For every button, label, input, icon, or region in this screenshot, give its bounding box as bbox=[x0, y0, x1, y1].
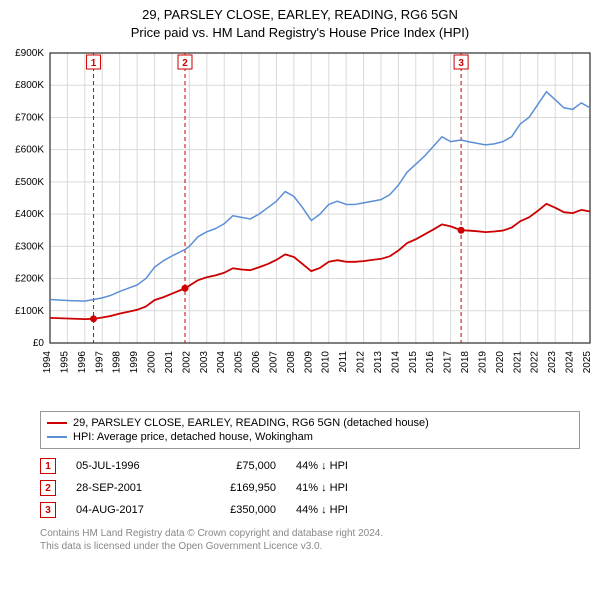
footer-attribution: Contains HM Land Registry data © Crown c… bbox=[40, 527, 580, 553]
legend-item: HPI: Average price, detached house, Woki… bbox=[47, 430, 573, 444]
svg-text:£500K: £500K bbox=[15, 177, 44, 188]
svg-text:2023: 2023 bbox=[547, 351, 558, 374]
chart-container: 29, PARSLEY CLOSE, EARLEY, READING, RG6 … bbox=[0, 0, 600, 553]
svg-text:2006: 2006 bbox=[251, 351, 262, 374]
svg-text:£800K: £800K bbox=[15, 80, 44, 91]
svg-text:2012: 2012 bbox=[356, 351, 367, 374]
legend: 29, PARSLEY CLOSE, EARLEY, READING, RG6 … bbox=[40, 411, 580, 449]
svg-text:£0: £0 bbox=[33, 338, 45, 349]
event-price: £350,000 bbox=[196, 504, 276, 516]
event-row: 2 28-SEP-2001 £169,950 41% ↓ HPI bbox=[40, 477, 580, 499]
svg-text:£100K: £100K bbox=[15, 306, 44, 317]
events-table: 1 05-JUL-1996 £75,000 44% ↓ HPI 2 28-SEP… bbox=[40, 455, 580, 521]
svg-text:1: 1 bbox=[91, 58, 97, 69]
event-price: £169,950 bbox=[196, 482, 276, 494]
svg-text:3: 3 bbox=[458, 58, 464, 69]
svg-text:£300K: £300K bbox=[15, 241, 44, 252]
event-date: 04-AUG-2017 bbox=[76, 504, 176, 516]
event-price: £75,000 bbox=[196, 460, 276, 472]
event-row: 1 05-JUL-1996 £75,000 44% ↓ HPI bbox=[40, 455, 580, 477]
svg-text:2019: 2019 bbox=[477, 351, 488, 374]
svg-text:1999: 1999 bbox=[129, 351, 140, 374]
svg-text:£400K: £400K bbox=[15, 209, 44, 220]
svg-text:2004: 2004 bbox=[216, 351, 227, 374]
svg-text:1998: 1998 bbox=[112, 351, 123, 374]
svg-text:£700K: £700K bbox=[15, 113, 44, 124]
event-marker-badge: 1 bbox=[40, 458, 56, 474]
legend-swatch bbox=[47, 422, 67, 424]
legend-label: HPI: Average price, detached house, Woki… bbox=[73, 431, 313, 443]
svg-text:2014: 2014 bbox=[390, 351, 401, 374]
svg-text:2: 2 bbox=[182, 58, 188, 69]
svg-text:2002: 2002 bbox=[181, 351, 192, 374]
svg-text:£200K: £200K bbox=[15, 274, 44, 285]
svg-text:2010: 2010 bbox=[321, 351, 332, 374]
svg-text:1994: 1994 bbox=[42, 351, 53, 374]
svg-text:1996: 1996 bbox=[77, 351, 88, 374]
svg-text:2011: 2011 bbox=[338, 351, 349, 373]
svg-text:2016: 2016 bbox=[425, 351, 436, 374]
svg-text:2008: 2008 bbox=[286, 351, 297, 374]
svg-text:2005: 2005 bbox=[234, 351, 245, 374]
svg-text:2001: 2001 bbox=[164, 351, 175, 374]
footer-line: This data is licensed under the Open Gov… bbox=[40, 540, 580, 553]
title-line-1: 29, PARSLEY CLOSE, EARLEY, READING, RG6 … bbox=[0, 6, 600, 24]
legend-swatch bbox=[47, 436, 67, 438]
svg-text:2007: 2007 bbox=[268, 351, 279, 374]
title-block: 29, PARSLEY CLOSE, EARLEY, READING, RG6 … bbox=[0, 0, 600, 43]
svg-text:2024: 2024 bbox=[565, 351, 576, 374]
svg-text:£900K: £900K bbox=[15, 48, 44, 59]
svg-text:2015: 2015 bbox=[408, 351, 419, 374]
svg-text:1995: 1995 bbox=[59, 351, 70, 374]
svg-text:2022: 2022 bbox=[530, 351, 541, 374]
event-marker-badge: 3 bbox=[40, 502, 56, 518]
svg-text:1997: 1997 bbox=[94, 351, 105, 374]
svg-text:2013: 2013 bbox=[373, 351, 384, 374]
svg-text:2017: 2017 bbox=[443, 351, 454, 374]
svg-text:2009: 2009 bbox=[303, 351, 314, 374]
event-date: 28-SEP-2001 bbox=[76, 482, 176, 494]
title-line-2: Price paid vs. HM Land Registry's House … bbox=[0, 24, 600, 42]
svg-text:2003: 2003 bbox=[199, 351, 210, 374]
svg-text:2021: 2021 bbox=[512, 351, 523, 374]
event-marker-badge: 2 bbox=[40, 480, 56, 496]
svg-text:2025: 2025 bbox=[582, 351, 593, 374]
svg-text:2020: 2020 bbox=[495, 351, 506, 374]
svg-text:2018: 2018 bbox=[460, 351, 471, 374]
chart-plot: £0 £100K £200K £300K £400K £500K £600K £700K £80… bbox=[0, 43, 600, 403]
event-delta: 44% ↓ HPI bbox=[296, 504, 386, 516]
legend-label: 29, PARSLEY CLOSE, EARLEY, READING, RG6 … bbox=[73, 417, 429, 429]
event-delta: 41% ↓ HPI bbox=[296, 482, 386, 494]
svg-text:2000: 2000 bbox=[147, 351, 158, 374]
footer-line: Contains HM Land Registry data © Crown c… bbox=[40, 527, 580, 540]
legend-item: 29, PARSLEY CLOSE, EARLEY, READING, RG6 … bbox=[47, 416, 573, 430]
event-row: 3 04-AUG-2017 £350,000 44% ↓ HPI bbox=[40, 499, 580, 521]
event-date: 05-JUL-1996 bbox=[76, 460, 176, 472]
svg-text:£600K: £600K bbox=[15, 145, 44, 156]
event-delta: 44% ↓ HPI bbox=[296, 460, 386, 472]
